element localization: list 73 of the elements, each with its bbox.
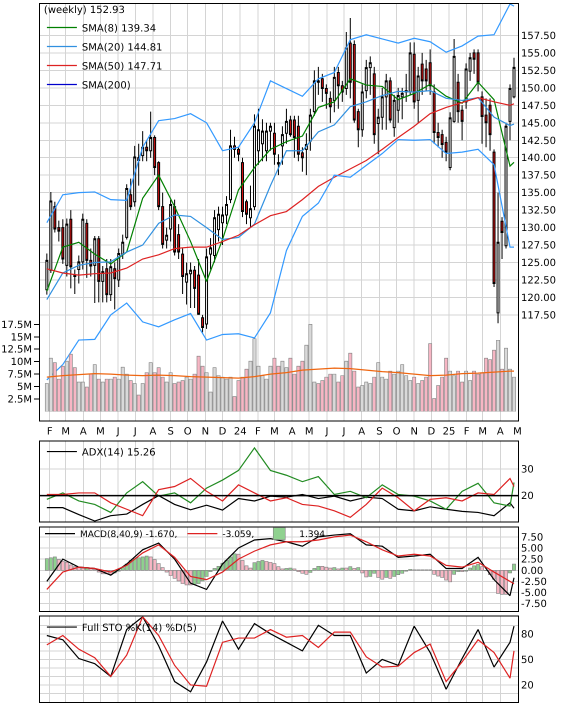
x-tick-label: M <box>270 426 279 438</box>
x-tick-label: 24 <box>234 426 247 438</box>
y-tick-label: 50 <box>521 654 534 666</box>
x-tick-label: O <box>184 426 192 438</box>
y-tick-label: 145.00 <box>521 118 556 130</box>
x-tick-label: S <box>167 426 174 438</box>
y-tick-label: 137.50 <box>521 170 556 182</box>
y-tick-label: 17.5M <box>1 320 32 331</box>
y-tick-label: 142.50 <box>521 136 556 147</box>
y-tick-label: -7.50 <box>521 599 547 610</box>
x-tick-label: N <box>202 426 210 438</box>
y-tick-label: 140.00 <box>521 153 556 164</box>
y-tick-label: 20 <box>521 680 534 692</box>
x-tick-label: A <box>496 426 504 438</box>
x-tick-label: A <box>150 426 157 438</box>
y-tick-label: 132.50 <box>521 206 556 217</box>
x-tick-label: M <box>513 426 522 438</box>
y-tick-label: 30 <box>521 464 534 476</box>
chart-title: (weekly) 152.93 <box>44 5 125 16</box>
y-tick-label: 120.00 <box>521 292 556 304</box>
y-tick-label: 155.00 <box>521 48 556 60</box>
x-tick-label: J <box>324 426 328 438</box>
y-tick-label: 122.50 <box>521 275 556 286</box>
x-tick-label: O <box>392 426 401 438</box>
y-tick-label: 117.50 <box>521 310 556 322</box>
x-tick-label: A <box>358 426 366 438</box>
x-tick-label: A <box>80 426 87 438</box>
legend-label: SMA(200) <box>82 80 131 92</box>
y-tick-label: 157.50 <box>521 30 556 42</box>
y-tick-label: 12.5M <box>1 344 32 356</box>
y-tick-label: 2.50 <box>521 554 544 566</box>
y-tick-label: 7.5M <box>7 370 32 381</box>
y-tick-label: 150.00 <box>521 83 556 94</box>
y-tick-label: 147.50 <box>521 100 556 112</box>
y-tick-label: 10M <box>10 357 32 368</box>
y-tick-label: 127.50 <box>521 240 556 252</box>
y-tick-label: 125.00 <box>521 258 556 270</box>
x-tick-label: F <box>464 426 470 438</box>
x-tick-label: F <box>46 426 53 438</box>
y-tick-label: -5.00 <box>521 588 547 600</box>
x-tick-label: D <box>218 426 227 438</box>
x-tick-label: M <box>478 426 487 438</box>
y-tick-label: 15M <box>10 332 32 344</box>
x-tick-label: M <box>61 426 70 438</box>
x-tick-label: N <box>410 426 418 438</box>
y-tick-label: 135.00 <box>521 188 556 200</box>
y-tick-label: 7.50 <box>521 532 544 544</box>
legend-label: -3.059, <box>222 530 254 540</box>
legend-label: MACD(8,40,9) -1.670, <box>80 530 178 540</box>
legend-label: SMA(8) 139.34 <box>82 23 156 34</box>
x-tick-label: J <box>342 426 346 438</box>
y-tick-label: 20 <box>521 491 534 502</box>
legend-label: SMA(50) 147.71 <box>82 61 162 72</box>
y-tick-label: 152.50 <box>521 66 556 77</box>
x-tick-label: D <box>427 426 436 438</box>
y-tick-label: -2.50 <box>521 576 547 588</box>
legend-label: SMA(20) 144.81 <box>82 42 162 54</box>
y-tick-label: 5M <box>17 382 32 394</box>
y-tick-label: 2.5M <box>7 394 32 406</box>
y-tick-label: 5.00 <box>521 544 544 555</box>
x-tick-label: M <box>96 426 105 438</box>
x-tick-label: 25 <box>442 426 456 438</box>
legend-label: ADX(14) 15.26 <box>82 447 156 458</box>
y-tick-label: 130.00 <box>521 223 556 234</box>
x-tick-label: J <box>132 426 137 438</box>
x-tick-label: S <box>376 426 383 438</box>
y-tick-label: 0.00 <box>521 566 544 577</box>
x-tick-label: J <box>116 426 120 438</box>
x-tick-label: M <box>304 426 314 438</box>
y-tick-label: 80 <box>521 629 534 640</box>
legend-label: 1.394 <box>299 530 326 540</box>
x-tick-label: A <box>288 426 296 438</box>
x-tick-label: F <box>255 426 262 438</box>
